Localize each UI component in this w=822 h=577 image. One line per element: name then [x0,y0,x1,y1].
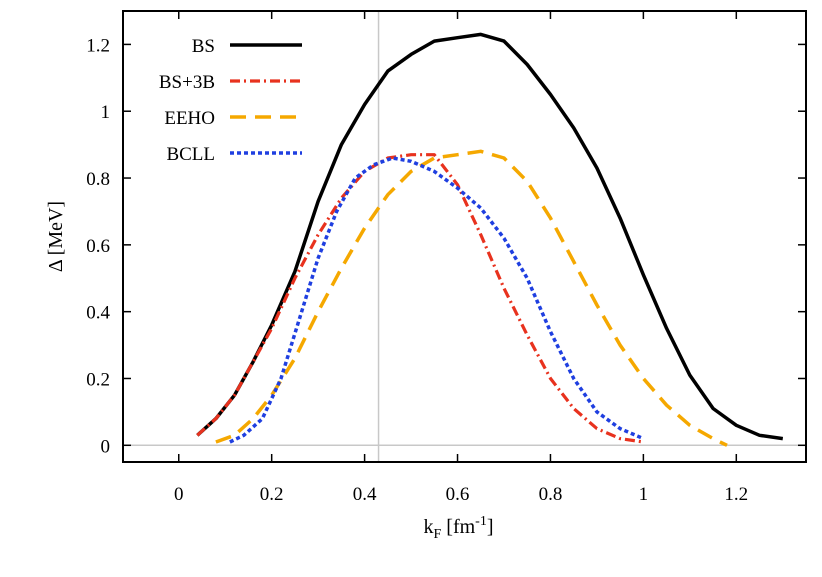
x-axis-label: kF [fm-1] [423,514,493,542]
y-tick-label: 0.4 [86,303,110,324]
x-tick-label: 1 [639,484,649,505]
legend: BS BS+3B EEHO BCLL [159,36,302,165]
y-tick-label: 0.2 [86,369,110,390]
series-line-eeho [215,149,728,447]
series-layer [196,32,784,447]
x-tick-label: 0.6 [446,484,470,505]
series-line-bcll [229,156,645,444]
legend-label-bs: BS [192,36,215,57]
y-tick-label: 0.6 [86,236,110,257]
x-tick-label: 0.2 [260,484,284,505]
x-tick-label: 0.8 [539,484,563,505]
plot-frame [122,10,807,463]
legend-label-eeho: EEHO [164,108,215,129]
y-axis-label: Δ [MeV] [45,201,67,272]
y-tick-label: 0.8 [86,169,110,190]
series-line-bs-3b [196,153,644,444]
y-tick-label: 1 [101,102,111,123]
x-tick-label: 0.4 [353,484,377,505]
y-tick-label: 1.2 [86,35,110,56]
x-tick-label: 0 [174,484,184,505]
series-line-bs [196,32,784,441]
legend-label-bcll: BCLL [166,144,215,165]
x-tick-label: 1.2 [724,484,748,505]
tick-layer: 0 0.2 0.4 0.6 0.8 1 1.2 0 0.2 0.4 0.6 0.8 1 1.2 [86,11,806,505]
y-tick-label: 0 [101,436,111,457]
legend-label-bs-3b: BS+3B [159,72,215,93]
